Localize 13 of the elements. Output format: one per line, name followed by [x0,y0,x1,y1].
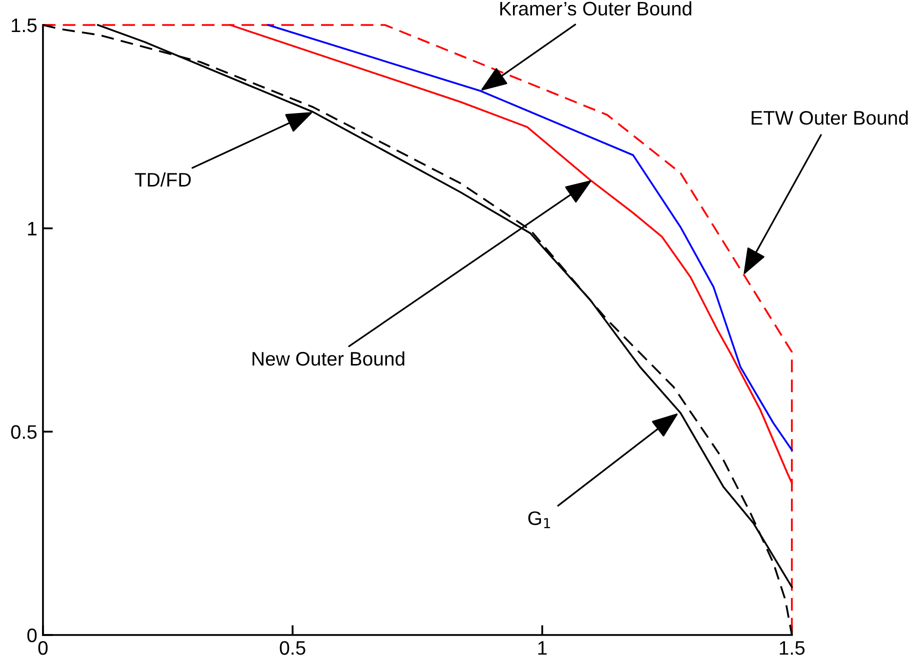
y-tick-label: 1.5 [12,18,37,32]
annotation: G$_{1}$ [528,511,550,528]
y-tick-label: 0 [27,628,37,642]
x-tick-label: 1 [538,641,547,655]
annotation: TD/FD [134,172,191,187]
annotation: ETW Outer Bound [752,110,908,125]
x-tick-label: 0.5 [280,641,306,655]
x-tick-label: 0 [38,641,48,655]
annotation: New Outer Bound [252,351,404,366]
x-tick-label: 1.5 [780,641,805,655]
y-tick-label: 0.5 [11,425,37,439]
y-tick-label: 1 [28,222,36,236]
annotation: Kramer’s Outer Bound [500,1,692,16]
